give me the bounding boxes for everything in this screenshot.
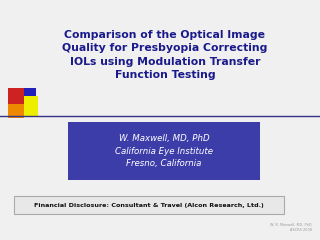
Text: W. R. Maxwell, MD, PhD
ASCRS 2008: W. R. Maxwell, MD, PhD ASCRS 2008 [270, 223, 312, 232]
Text: W. Maxwell, MD, PhD
California Eye Institute
Fresno, California: W. Maxwell, MD, PhD California Eye Insti… [115, 134, 213, 168]
Bar [8, 104, 24, 118]
Text: Comparison of the Optical Image
Quality for Presbyopia Correcting
IOLs using Mod: Comparison of the Optical Image Quality … [62, 30, 268, 80]
Bar [68, 122, 260, 180]
Bar [24, 96, 38, 116]
Text: Financial Disclosure: Consultant & Travel (Alcon Research, Ltd.): Financial Disclosure: Consultant & Trave… [34, 203, 264, 208]
Bar [8, 88, 36, 116]
Bar [14, 196, 284, 214]
Bar [8, 88, 24, 104]
